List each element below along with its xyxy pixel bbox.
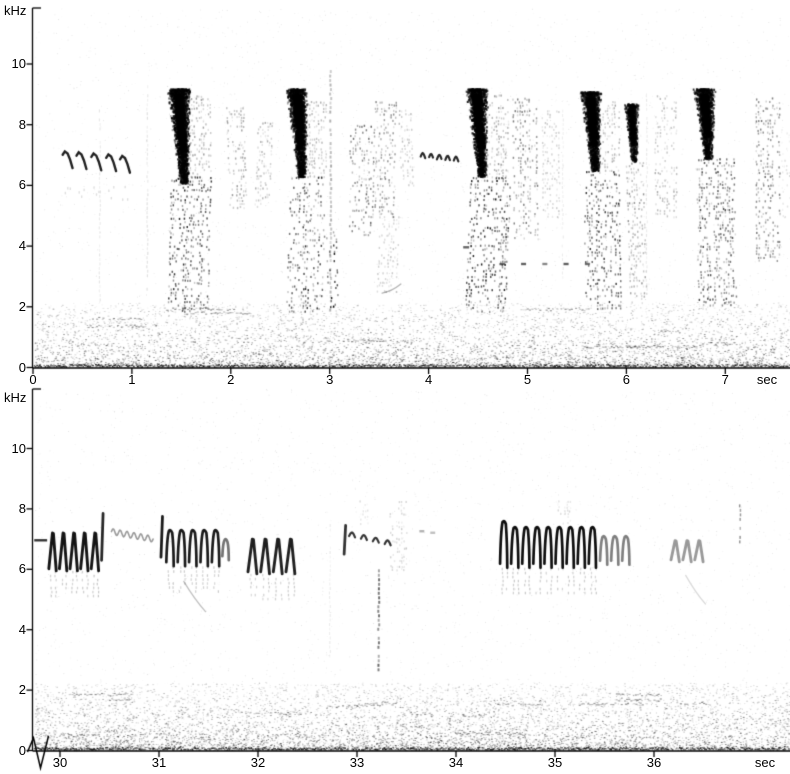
x-tick-label: 32 [250,755,266,770]
y-tick-label: 8 [18,500,26,516]
y-tick-label: 10 [11,440,26,456]
y-tick-label: 0 [18,359,26,375]
x-tick-label: 4 [424,372,433,387]
x-tick-label: 36 [646,755,662,770]
y-tick-label: 0 [18,742,26,758]
y-tick-label: 10 [11,56,26,71]
y-tick-label: 4 [18,238,26,254]
y-tick-label: 2 [18,298,26,314]
x-axis-unit-label-top: sec [756,372,778,387]
y-tick-label: 2 [18,682,26,698]
y-tick-label: 4 [18,621,26,637]
x-tick-label: 5 [523,372,532,387]
x-tick-label: 3 [326,372,334,387]
x-tick-label: 6 [622,372,630,387]
x-tick-label: 35 [547,755,563,770]
x-axis-unit-label-bottom: sec [754,755,776,770]
x-tick-label: 1 [128,372,136,387]
x-tick-label: 33 [349,755,365,770]
x-tick-label: 2 [227,372,235,387]
x-tick-label: 30 [52,755,68,770]
x-tick-label: 0 [29,372,37,387]
x-tick-label: 31 [151,755,167,770]
y-axis-unit-label-bottom: kHz [4,390,27,405]
x-tick-label: 34 [448,755,464,770]
y-tick-label: 8 [18,116,26,132]
y-tick-label: 6 [18,561,26,577]
x-tick-label: 7 [721,372,729,387]
y-axis-unit-label-top: kHz [4,3,27,18]
y-tick-label: 6 [18,177,26,193]
